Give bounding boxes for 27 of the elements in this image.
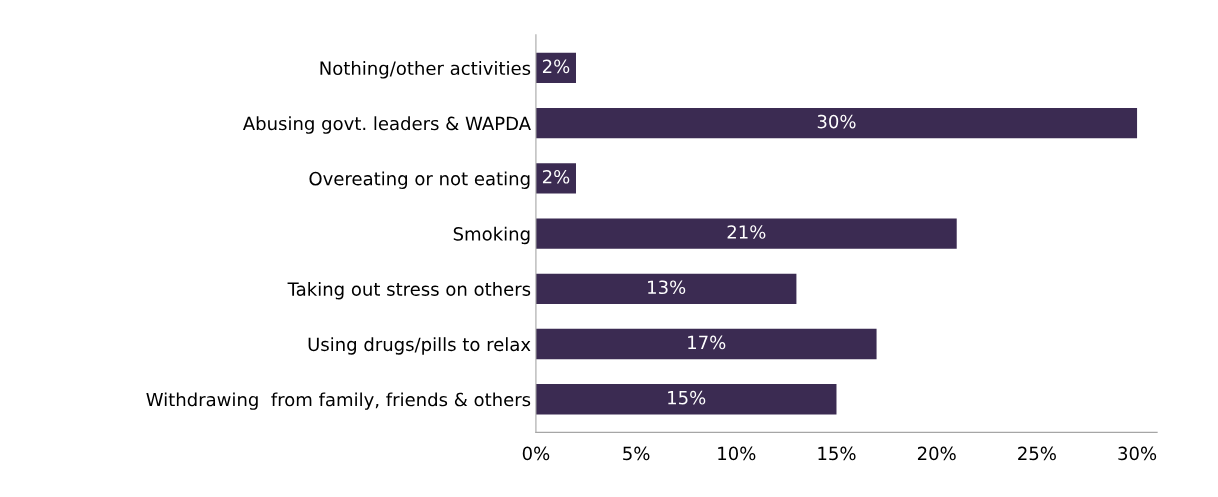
bar [535,163,576,194]
data-label: 15% [668,390,706,405]
data-label: 30% [817,114,856,129]
x-tick-label: 25% [1018,446,1056,461]
data-label: 2% [542,59,570,74]
y-tick-label: Taking out stress on others [287,281,531,300]
y-tick-label: Overeating or not eating [309,171,530,189]
y-tick-label: Abusing govt. leaders & WAPDA [242,116,531,134]
x-tick-label: 5% [623,446,650,461]
bar [535,328,877,360]
y-tick-label: Smoking [453,226,530,245]
x-tick-label: 10% [718,446,756,461]
y-tick-label: Nothing/other activities [320,61,531,79]
bar [535,107,1138,139]
data-label: 17% [688,335,726,350]
bar [535,273,797,304]
data-label: 13% [648,280,686,295]
x-tick-label: 30% [1118,446,1157,461]
x-tick-label: 15% [818,446,856,461]
y-tick-label: Using drugs/pills to relax [308,337,531,355]
data-label: 21% [727,225,766,239]
x-tick-label: 0% [522,446,550,461]
data-label: 2% [542,169,570,184]
bar [535,218,957,249]
x-tick-label: 20% [917,446,956,461]
bar [535,384,837,415]
y-tick-label: Withdrawing from family, friends & others [146,392,531,410]
